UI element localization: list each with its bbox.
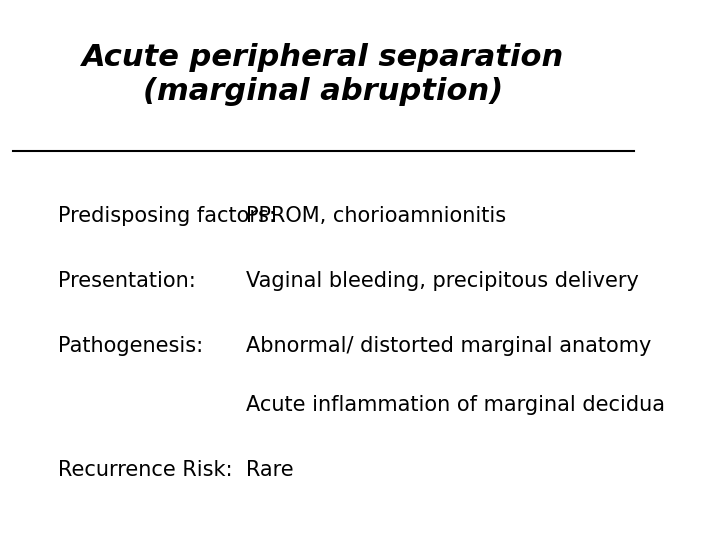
Text: Presentation:: Presentation: (58, 271, 196, 291)
Text: Vaginal bleeding, precipitous delivery: Vaginal bleeding, precipitous delivery (246, 271, 639, 291)
Text: Rare: Rare (246, 460, 294, 480)
Text: Pathogenesis:: Pathogenesis: (58, 335, 203, 356)
Text: Acute peripheral separation
(marginal abruption): Acute peripheral separation (marginal ab… (82, 43, 564, 106)
Text: Acute inflammation of marginal decidua: Acute inflammation of marginal decidua (246, 395, 665, 415)
Text: Abnormal/ distorted marginal anatomy: Abnormal/ distorted marginal anatomy (246, 335, 651, 356)
Text: Recurrence Risk:: Recurrence Risk: (58, 460, 233, 480)
Text: Predisposing factors:: Predisposing factors: (58, 206, 276, 226)
Text: PPROM, chorioamnionitis: PPROM, chorioamnionitis (246, 206, 506, 226)
